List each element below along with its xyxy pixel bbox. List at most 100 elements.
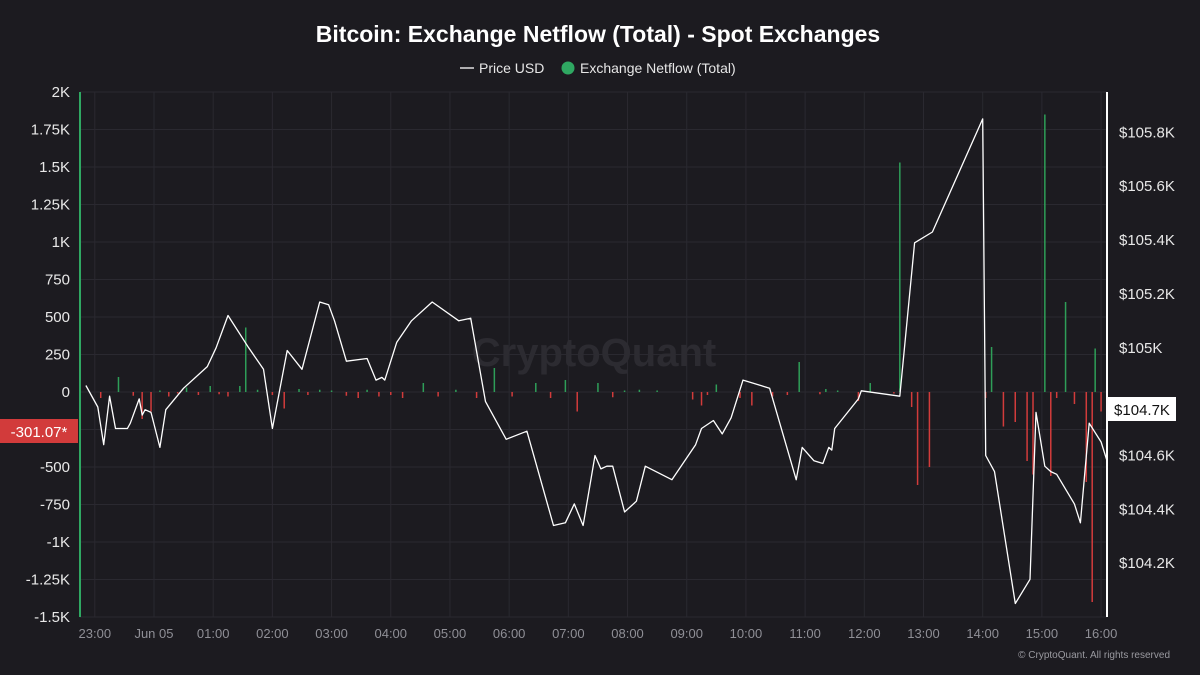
netflow-bar-negative[interactable] (511, 392, 513, 397)
netflow-bar-negative[interactable] (283, 392, 285, 409)
netflow-bar-negative[interactable] (150, 392, 152, 412)
right-tick-label: $105.6K (1119, 178, 1175, 195)
netflow-bar-negative[interactable] (345, 392, 348, 396)
netflow-bar-positive[interactable] (623, 390, 626, 393)
netflow-bar-negative[interactable] (700, 392, 703, 406)
left-tick-label: -1.25K (26, 572, 70, 589)
netflow-bar-negative[interactable] (1085, 392, 1088, 482)
netflow-bar-negative[interactable] (819, 392, 821, 395)
legend-item-price[interactable]: Price USD (460, 60, 544, 76)
netflow-bar-negative[interactable] (401, 392, 404, 398)
netflow-bar-positive[interactable] (899, 162, 901, 393)
netflow-bar-negative[interactable] (1055, 392, 1058, 398)
netflow-bar-positive[interactable] (535, 383, 537, 392)
netflow-bar-negative[interactable] (751, 392, 753, 406)
right-tick-label: $105.8K (1119, 124, 1175, 141)
left-tick-label: 1.75K (31, 122, 70, 139)
x-tick-label: 16:00 (1085, 626, 1118, 641)
netflow-bar-negative[interactable] (1050, 392, 1052, 476)
netflow-bar-positive[interactable] (597, 383, 599, 392)
x-tick-label: 12:00 (848, 626, 881, 641)
netflow-bar-negative[interactable] (176, 392, 179, 394)
netflow-bar-positive[interactable] (209, 386, 211, 392)
netflow-bar-positive[interactable] (715, 384, 718, 393)
netflow-bar-negative[interactable] (218, 392, 220, 395)
netflow-bar-negative[interactable] (691, 392, 694, 400)
netflow-bar-negative[interactable] (576, 392, 578, 412)
legend-item-netflow[interactable]: Exchange Netflow (Total) (561, 60, 736, 76)
netflow-bar-negative[interactable] (1091, 392, 1093, 602)
netflow-bar-negative[interactable] (928, 392, 931, 467)
netflow-bar-negative[interactable] (378, 392, 380, 397)
netflow-bar-positive[interactable] (825, 389, 827, 392)
netflow-bar-positive[interactable] (330, 390, 333, 393)
netflow-bar-positive[interactable] (185, 387, 188, 393)
netflow-bar-negative[interactable] (357, 392, 359, 398)
netflow-bar-negative[interactable] (227, 392, 229, 397)
netflow-bar-negative[interactable] (99, 392, 102, 398)
netflow-bar-negative[interactable] (893, 392, 895, 394)
netflow-bar-positive[interactable] (990, 347, 993, 392)
netflow-bar-negative[interactable] (706, 392, 709, 395)
netflow-bar-negative[interactable] (1032, 392, 1034, 475)
x-tick-label: 01:00 (197, 626, 230, 641)
netflow-bar-negative[interactable] (739, 392, 741, 398)
netflow-bar-positive[interactable] (869, 383, 871, 392)
netflow-bar-positive[interactable] (564, 380, 567, 392)
left-tick-label: 1K (52, 234, 70, 251)
netflow-bar-negative[interactable] (549, 392, 552, 398)
right-tick-label: $105.2K (1119, 286, 1175, 303)
netflow-bar-positive[interactable] (836, 390, 839, 393)
netflow-bar-negative[interactable] (475, 392, 478, 398)
netflow-bar-positive[interactable] (366, 389, 368, 392)
netflow-bar-positive[interactable] (1044, 114, 1046, 393)
netflow-bar-positive[interactable] (244, 327, 247, 393)
netflow-bar-negative[interactable] (611, 392, 614, 398)
netflow-bar-negative[interactable] (437, 392, 439, 397)
netflow-bar-positive[interactable] (638, 389, 641, 392)
netflow-bar-positive[interactable] (493, 368, 496, 392)
netflow-bar-negative[interactable] (168, 392, 170, 397)
left-tick-label: -500 (40, 459, 70, 476)
netflow-bar-positive[interactable] (798, 362, 800, 392)
netflow-bar-positive[interactable] (256, 389, 259, 392)
netflow-bar-negative[interactable] (1026, 392, 1028, 461)
netflow-bar-negative[interactable] (132, 392, 135, 396)
netflow-bars (99, 114, 1102, 602)
netflow-bar-positive[interactable] (422, 383, 425, 392)
netflow-bar-negative[interactable] (1014, 392, 1017, 422)
left-current-value-flag-box (0, 419, 78, 443)
netflow-bar-negative[interactable] (1002, 392, 1005, 427)
netflow-bar-negative[interactable] (916, 392, 919, 485)
x-tick-label: 07:00 (552, 626, 585, 641)
netflow-bar-negative[interactable] (390, 392, 392, 395)
netflow-bar-positive[interactable] (1094, 348, 1096, 393)
netflow-bar-negative[interactable] (1100, 392, 1102, 412)
netflow-bar-positive[interactable] (656, 390, 658, 393)
netflow-bar-positive[interactable] (298, 389, 300, 392)
x-tick-label: 13:00 (907, 626, 940, 641)
netflow-bar-positive[interactable] (318, 389, 321, 392)
netflow-bar-negative[interactable] (910, 392, 913, 407)
netflow-bar-negative[interactable] (141, 392, 143, 419)
netflow-bar-negative[interactable] (786, 392, 789, 395)
netflow-bar-positive[interactable] (117, 377, 120, 392)
legend-netflow-label: Exchange Netflow (Total) (580, 60, 736, 76)
x-tick-label: 04:00 (374, 626, 407, 641)
netflow-bar-positive[interactable] (455, 389, 457, 392)
netflow-bar-negative[interactable] (271, 392, 274, 395)
right-current-value-flag: $104.7K (1108, 397, 1176, 421)
netflow-bar-positive[interactable] (1064, 302, 1067, 392)
right-tick-label: $105.4K (1119, 232, 1175, 249)
legend: Price USD Exchange Netflow (Total) (460, 60, 736, 76)
left-tick-label: 1.5K (39, 159, 70, 176)
netflow-bar-negative[interactable] (307, 392, 309, 395)
legend-netflow-dot-marker (561, 61, 575, 75)
netflow-bar-negative[interactable] (771, 392, 774, 397)
netflow-bar-negative[interactable] (857, 392, 860, 401)
netflow-bar-positive[interactable] (159, 390, 161, 393)
right-current-value-label: $104.7K (1114, 402, 1170, 419)
netflow-bar-negative[interactable] (1073, 392, 1076, 404)
netflow-bar-positive[interactable] (239, 386, 241, 392)
netflow-bar-negative[interactable] (197, 392, 200, 395)
